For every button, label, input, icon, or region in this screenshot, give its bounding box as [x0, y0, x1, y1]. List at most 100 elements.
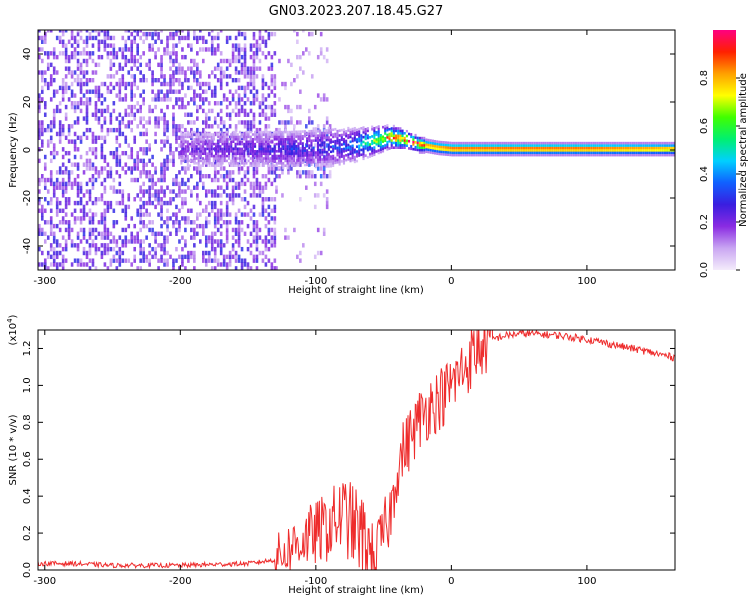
- heatmap-cell: [327, 165, 330, 168]
- heatmap-cell: [154, 54, 157, 60]
- heatmap-cell: [373, 131, 376, 135]
- heatmap-cell: [231, 243, 235, 248]
- heatmap-cell: [267, 116, 271, 121]
- heatmap-cell: [112, 150, 116, 156]
- heatmap-cell: [670, 151, 673, 155]
- heatmap-cell: [236, 147, 239, 151]
- heatmap-cell: [43, 239, 47, 244]
- heatmap-cell: [184, 54, 187, 60]
- heatmap-cell: [64, 166, 68, 171]
- heatmap-cell: [287, 58, 290, 64]
- heatmap-cell: [130, 93, 134, 98]
- heatmap-cell: [390, 146, 393, 149]
- heatmap-cell: [160, 212, 163, 217]
- heatmap-cell: [112, 254, 116, 260]
- heatmap-cell: [178, 154, 181, 160]
- heatmap-cell: [425, 143, 428, 146]
- heatmap-cell: [55, 200, 59, 206]
- heatmap-cell: [228, 162, 232, 167]
- heatmap-cell: [321, 134, 324, 137]
- heatmap-cell: [70, 227, 74, 233]
- heatmap-cell: [82, 208, 86, 213]
- heatmap-cell: [160, 66, 163, 71]
- heatmap-cell: [249, 140, 252, 143]
- heatmap-cell: [338, 129, 341, 132]
- heatmap-cell: [282, 162, 285, 165]
- heatmap-cell: [79, 185, 83, 190]
- heatmap-cell: [151, 174, 154, 179]
- heatmap-cell: [351, 130, 354, 133]
- heatmap-cell: [258, 185, 262, 190]
- heatmap-cell: [73, 131, 77, 137]
- heatmap-cell: [148, 193, 151, 198]
- heatmap-cell: [284, 142, 287, 146]
- heatmap-cell: [308, 132, 311, 135]
- heatmap-cell: [316, 54, 320, 60]
- heatmap-cell: [190, 47, 193, 52]
- heatmap-cell: [100, 250, 104, 256]
- heatmap-cell: [232, 157, 235, 160]
- heatmap-cell: [208, 157, 211, 160]
- heatmap-cell: [249, 47, 253, 52]
- heatmap-cell: [520, 149, 523, 152]
- heatmap-cell: [231, 51, 235, 56]
- heatmap-cell: [267, 220, 271, 225]
- heatmap-cell: [38, 227, 41, 233]
- heatmap-cell: [434, 147, 437, 150]
- heatmap-cell: [103, 262, 107, 267]
- heatmap-cell: [322, 54, 326, 60]
- heatmap-cell: [142, 97, 145, 102]
- heatmap-cell: [40, 35, 44, 41]
- heatmap-cell: [127, 112, 131, 117]
- heatmap-cell: [261, 74, 265, 79]
- heatmap-cell: [418, 146, 421, 149]
- heatmap-cell: [353, 158, 356, 161]
- heatmap-cell: [316, 129, 320, 133]
- heatmap-cell: [405, 144, 408, 147]
- heatmap-cell: [306, 144, 309, 148]
- heatmap-cell: [118, 89, 122, 94]
- heatmap-cell: [553, 144, 556, 147]
- heatmap-cell: [100, 154, 104, 160]
- heatmap-cell: [190, 250, 193, 256]
- heatmap-cell: [231, 235, 235, 240]
- heatmap-cell: [85, 43, 89, 48]
- heatmap-cell: [319, 160, 322, 164]
- heatmap-cell: [468, 153, 471, 157]
- heatmap-cell: [249, 150, 252, 153]
- heatmap-cell: [121, 51, 125, 56]
- heatmap-cell: [58, 108, 62, 114]
- heatmap-cell: [564, 153, 567, 157]
- heatmap-cell: [293, 159, 296, 163]
- heatmap-cell: [130, 81, 134, 87]
- heatmap-cell: [160, 97, 163, 102]
- heatmap-cell: [193, 162, 196, 165]
- heatmap-cell: [338, 134, 341, 137]
- heatmap-cell: [267, 197, 271, 202]
- heatmap-cell: [605, 153, 608, 157]
- heatmap-cell: [663, 153, 666, 157]
- colorbar-tick-label: 0.4: [699, 166, 710, 182]
- heatmap-cell: [614, 149, 617, 152]
- heatmap-cell: [234, 138, 237, 141]
- heatmap-cell: [275, 154, 278, 158]
- heatmap-cell: [222, 177, 226, 183]
- heatmap-cell: [258, 130, 261, 134]
- heatmap-cell: [527, 146, 530, 150]
- heatmap-cell: [193, 166, 196, 171]
- heatmap-cell: [386, 140, 389, 144]
- heatmap-cell: [251, 150, 254, 153]
- heatmap-cell: [325, 116, 329, 121]
- heatmap-cell: [531, 141, 534, 145]
- heatmap-cell: [267, 150, 270, 153]
- heatmap-cell: [507, 146, 510, 150]
- heatmap-cell: [193, 70, 196, 75]
- heatmap-cell: [237, 223, 241, 229]
- heatmap-cell: [284, 164, 287, 167]
- heatmap-cell: [103, 108, 107, 114]
- heatmap-cell: [191, 154, 194, 158]
- heatmap-cell: [296, 104, 299, 110]
- heatmap-cell: [216, 31, 220, 37]
- heatmap-cell: [191, 142, 194, 146]
- heatmap-cell: [182, 133, 185, 136]
